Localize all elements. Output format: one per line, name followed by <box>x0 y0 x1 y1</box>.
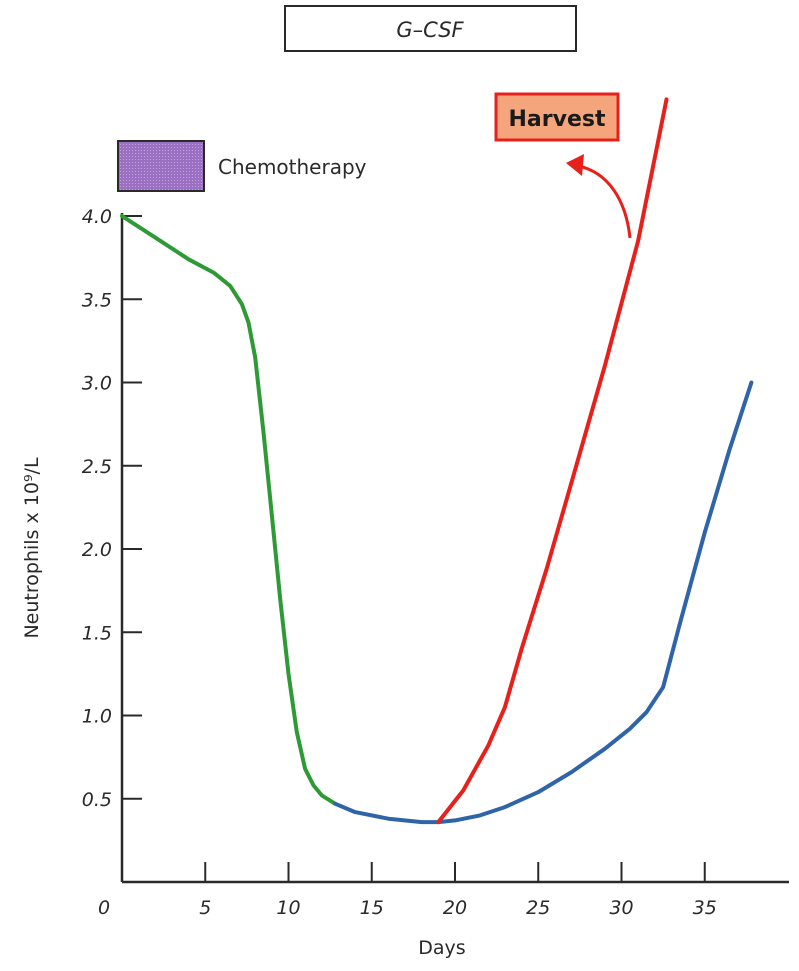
y-axis-title: Neutrophils x 10⁹/L <box>21 457 43 638</box>
y-tick-label: 1.5 <box>82 622 112 644</box>
harvest-arrow-line <box>577 164 632 239</box>
y-tick-label: 3.0 <box>82 373 112 395</box>
title-box <box>284 5 577 52</box>
x-tick-label: 5 <box>199 897 211 919</box>
y-axis-ticks: 0.5 1.0 1.5 2.0 2.5 3.0 3.5 4.0 <box>82 206 142 811</box>
x-axis-title: Days <box>418 937 465 959</box>
y-tick-label: 4.0 <box>82 206 112 228</box>
harvest-label: Harvest <box>509 107 606 132</box>
series-line-2 <box>436 97 669 825</box>
y-tick-label: 1.0 <box>82 706 112 728</box>
y-tick-label: 0.5 <box>82 789 112 811</box>
series-layer <box>120 97 754 825</box>
harvest-box <box>494 92 620 142</box>
series-line-0 <box>120 214 338 806</box>
y-tick-label: 2.0 <box>82 539 112 561</box>
x-tick-label: 15 <box>360 897 384 919</box>
harvest-arrow-head <box>566 154 584 176</box>
x-tick-label: 25 <box>526 897 550 919</box>
x-axis-ticks: 0 5 10 15 20 25 30 35 <box>98 862 717 919</box>
legend-swatch-chemotherapy <box>117 140 205 192</box>
y-tick-label: 2.5 <box>82 456 112 478</box>
chart-title: G–CSF <box>396 18 464 42</box>
x-tick-label: 35 <box>693 897 717 919</box>
x-tick-label: 30 <box>609 897 633 919</box>
y-tick-label: 3.5 <box>82 289 112 311</box>
x-tick-label: 20 <box>443 897 467 919</box>
series-line-1 <box>333 380 754 825</box>
legend-label-chemotherapy: Chemotherapy <box>218 155 367 179</box>
x-tick-label: 0 <box>98 897 110 919</box>
x-tick-label: 10 <box>276 897 300 919</box>
